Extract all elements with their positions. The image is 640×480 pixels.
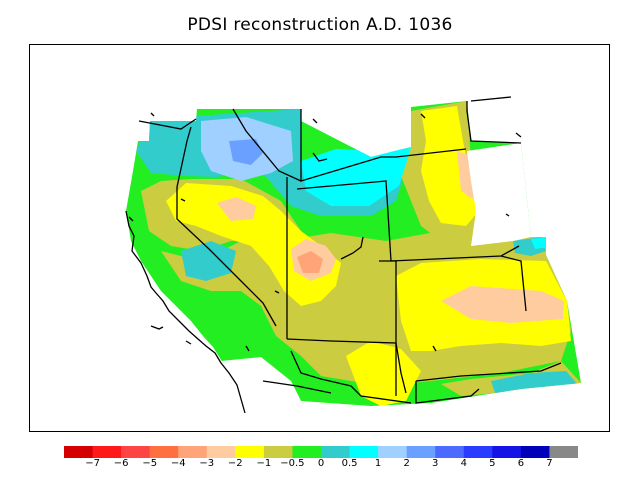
great-salt-lake <box>340 236 364 260</box>
colorbar-swatch <box>492 446 522 458</box>
state-border-ut-az <box>286 338 397 344</box>
colorbar-tick-label: 6 <box>517 458 525 469</box>
colorbar-swatch <box>435 446 465 458</box>
state-border-or-wa <box>138 118 197 130</box>
colorbar-swatch <box>235 446 265 458</box>
field-peach-south <box>441 286 564 323</box>
colorbar-tick-label: −6 <box>113 458 129 469</box>
lake-4 <box>515 132 522 138</box>
state-border-sd <box>466 101 522 144</box>
lake-tahoe <box>180 198 186 202</box>
colorbar-tick-label: 7 <box>546 458 553 469</box>
boundaries <box>125 96 562 414</box>
island-1 <box>150 325 164 330</box>
colorbar-swatch <box>406 446 436 458</box>
state-border-nm-mx <box>415 381 480 404</box>
lake-1 <box>150 112 155 117</box>
lake-2 <box>432 345 437 352</box>
colorbar-tick-label: 0 <box>317 458 325 469</box>
colorbar-tick-label: −2 <box>227 458 243 469</box>
lakes <box>128 112 522 352</box>
island-2 <box>185 340 192 345</box>
colorbar-tick-label: −7 <box>85 458 100 469</box>
state-border-nm-tx <box>415 362 562 382</box>
state-border-mt <box>300 109 467 182</box>
state-border-mx-interior <box>262 380 332 394</box>
colorbar-swatch <box>206 446 236 458</box>
blank-ocean <box>121 246 381 431</box>
state-border-ks <box>500 255 527 312</box>
state-border-ca-nv <box>176 187 277 327</box>
colorbar <box>64 446 578 458</box>
colorbar-swatch <box>463 446 493 458</box>
lake-mead <box>274 290 280 294</box>
yellowstone-lake <box>312 152 328 162</box>
colorbar-swatch <box>549 446 578 458</box>
flathead-lake <box>312 118 318 124</box>
colorbar-swatch <box>92 446 122 458</box>
state-border-az-nm <box>395 342 407 394</box>
colorbar-tick-label: −1 <box>256 458 272 469</box>
field-blue-center <box>229 139 263 165</box>
page-title: PDSI reconstruction A.D. 1036 <box>187 15 453 35</box>
colorbar-tick-label: −5 <box>142 458 158 469</box>
colorbar-swatch <box>321 446 351 458</box>
state-border-wy <box>296 180 392 262</box>
field-salmon-center <box>297 251 323 273</box>
lake-3 <box>505 213 510 217</box>
field-yellow-east <box>421 106 479 226</box>
colorbar-swatch <box>121 446 151 458</box>
colorbar-tick-label: 2 <box>403 458 410 469</box>
colorbar-swatch <box>263 446 293 458</box>
state-border-nd <box>470 96 512 102</box>
blank-areas <box>121 143 531 431</box>
colorbar-tick-label: 5 <box>489 458 496 469</box>
lake-6 <box>128 216 134 222</box>
state-border-az-mx <box>290 350 412 404</box>
colorbar-tick-label: 3 <box>432 458 439 469</box>
state-border-id-mt <box>232 108 302 182</box>
colorbar-swatch <box>378 446 408 458</box>
colorbar-swatch <box>292 446 322 458</box>
colorbar-tick-label: 1 <box>374 458 382 469</box>
colorbar-tick-label: 4 <box>460 458 467 469</box>
colorbar-labels: −7 −6 −5 −4 −3 −2 −1 −0.5 0 0.5 1 2 3 4 5 6 7 <box>0 458 640 474</box>
field-yellow-center <box>166 183 341 306</box>
colorbar-tick-label: −4 <box>170 458 186 469</box>
field-yellow-southwest <box>346 341 421 406</box>
colorbar-tick-label: −0.5 <box>280 458 305 469</box>
lake-salton <box>245 345 250 352</box>
pdsi-map <box>121 96 581 431</box>
field-peach-northwest <box>217 197 256 221</box>
colorbar-tick-label: −3 <box>199 458 215 469</box>
map-panel <box>29 44 610 432</box>
field-cyan-east <box>531 237 549 249</box>
blank-northeast <box>467 143 531 246</box>
colorbar-tick-label: 0.5 <box>341 458 358 469</box>
colorbar-swatch <box>349 446 379 458</box>
colorbar-swatch <box>520 446 550 458</box>
state-border-or-id <box>176 126 192 188</box>
colorbar-swatch <box>64 446 94 458</box>
lake-5 <box>420 113 426 119</box>
colorbar-swatch <box>178 446 208 458</box>
field-teal-west <box>181 241 236 281</box>
coastline <box>125 210 246 414</box>
field-cyan-north <box>301 148 411 206</box>
colorbar-swatch <box>149 446 179 458</box>
